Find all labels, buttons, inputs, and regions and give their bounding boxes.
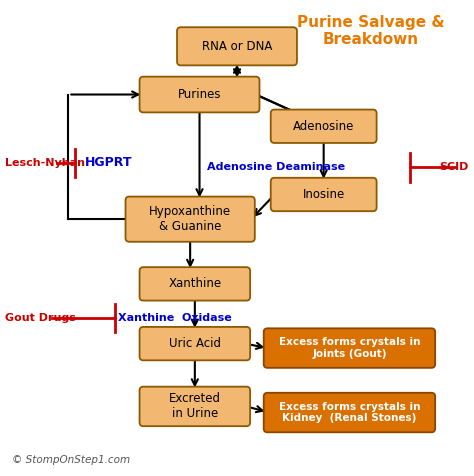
Text: Xanthine  Oxidase: Xanthine Oxidase [118,313,231,323]
Text: Lesch-Nyhan: Lesch-Nyhan [5,158,85,168]
FancyBboxPatch shape [264,328,435,368]
Text: Inosine: Inosine [302,188,345,201]
Text: Purine Salvage &
Breakdown: Purine Salvage & Breakdown [297,15,444,47]
Text: Purines: Purines [178,88,221,101]
Text: Adenosine: Adenosine [293,120,355,133]
Text: Hypoxanthine
& Guanine: Hypoxanthine & Guanine [149,205,231,233]
Text: RNA or DNA: RNA or DNA [202,40,272,53]
FancyBboxPatch shape [177,27,297,65]
FancyBboxPatch shape [139,387,250,426]
Text: Excess forms crystals in
Joints (Gout): Excess forms crystals in Joints (Gout) [279,337,420,359]
FancyBboxPatch shape [126,197,255,242]
Text: Excreted
in Urine: Excreted in Urine [169,392,221,420]
FancyBboxPatch shape [139,267,250,300]
Text: Xanthine: Xanthine [168,278,221,290]
FancyBboxPatch shape [139,327,250,360]
FancyBboxPatch shape [264,393,435,432]
FancyBboxPatch shape [271,109,377,143]
FancyBboxPatch shape [271,178,377,211]
FancyBboxPatch shape [139,77,259,112]
Text: Gout Drugs: Gout Drugs [5,313,76,323]
Text: SCID: SCID [439,162,469,172]
Text: HGPRT: HGPRT [85,156,132,169]
Text: Excess forms crystals in
Kidney  (Renal Stones): Excess forms crystals in Kidney (Renal S… [279,402,420,423]
Text: Adenosine Deaminase: Adenosine Deaminase [207,162,345,172]
Text: Uric Acid: Uric Acid [169,337,221,350]
Text: © StompOnStep1.com: © StompOnStep1.com [12,455,130,465]
